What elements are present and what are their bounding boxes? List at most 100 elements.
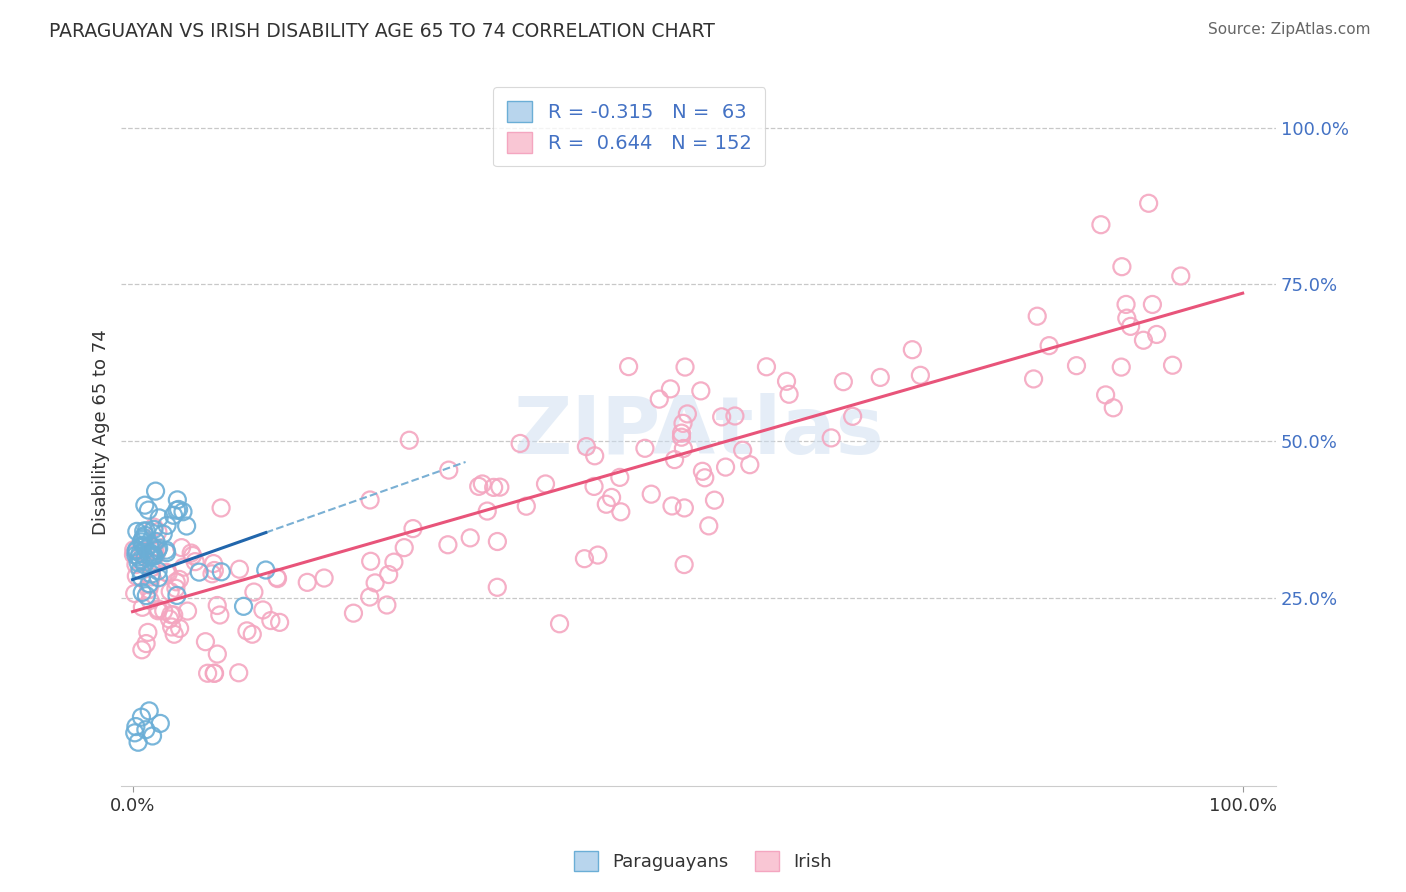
Point [159, 584, 181, 599]
Point [142, 540, 165, 554]
Point [437, 463, 460, 477]
Point [148, 571, 170, 585]
Point [146, 564, 169, 578]
Point [1094, 388, 1116, 402]
Point [703, 493, 725, 508]
Text: PARAGUAYAN VS IRISH DISABILITY AGE 65 TO 74 CORRELATION CHART: PARAGUAYAN VS IRISH DISABILITY AGE 65 TO… [49, 22, 716, 41]
Point [135, 524, 157, 538]
Point [673, 360, 696, 375]
Point [1090, 218, 1112, 232]
Point [755, 359, 778, 374]
Point [134, 558, 156, 572]
Point [1132, 333, 1154, 347]
Point [209, 565, 232, 579]
Point [138, 549, 160, 563]
Point [359, 493, 381, 508]
Point [202, 666, 225, 681]
Point [486, 580, 509, 594]
Point [131, 710, 153, 724]
Point [297, 575, 319, 590]
Point [176, 519, 198, 533]
Point [228, 562, 250, 576]
Point [207, 599, 229, 613]
Point [201, 566, 224, 581]
Point [266, 572, 288, 586]
Point [132, 524, 155, 538]
Point [143, 522, 166, 536]
Point [202, 564, 225, 578]
Point [693, 471, 716, 485]
Point [146, 543, 169, 558]
Point [141, 729, 163, 743]
Point [575, 440, 598, 454]
Point [1111, 260, 1133, 274]
Point [477, 504, 499, 518]
Point [131, 570, 153, 584]
Point [266, 570, 288, 584]
Point [1146, 327, 1168, 342]
Point [124, 726, 146, 740]
Point [148, 602, 170, 616]
Point [166, 589, 188, 603]
Point [146, 604, 169, 618]
Point [156, 518, 179, 533]
Point [176, 604, 198, 618]
Point [869, 370, 891, 384]
Legend: R = -0.315   N =  63, R =  0.644   N = 152: R = -0.315 N = 63, R = 0.644 N = 152 [494, 87, 765, 167]
Point [1102, 401, 1125, 415]
Point [134, 528, 156, 542]
Point [901, 343, 924, 357]
Point [134, 498, 156, 512]
Point [128, 550, 150, 565]
Point [1119, 319, 1142, 334]
Point [139, 556, 162, 570]
Point [202, 557, 225, 571]
Point [1142, 297, 1164, 311]
Point [148, 511, 170, 525]
Point [156, 546, 179, 560]
Point [159, 612, 181, 626]
Point [243, 585, 266, 599]
Point [155, 566, 177, 580]
Point [634, 442, 657, 456]
Point [139, 593, 162, 607]
Point [138, 704, 160, 718]
Point [135, 589, 157, 603]
Point [207, 647, 229, 661]
Point [375, 598, 398, 612]
Point [204, 666, 226, 681]
Point [731, 443, 754, 458]
Point [673, 500, 696, 515]
Point [482, 480, 505, 494]
Point [471, 477, 494, 491]
Point [131, 534, 153, 549]
Point [1137, 196, 1160, 211]
Point [163, 607, 186, 622]
Point [467, 479, 489, 493]
Point [166, 503, 188, 517]
Point [132, 530, 155, 544]
Point [131, 533, 153, 547]
Point [135, 637, 157, 651]
Point [160, 607, 183, 622]
Point [236, 624, 259, 638]
Point [142, 549, 165, 563]
Text: ZIPAtlas: ZIPAtlas [513, 392, 884, 471]
Point [269, 615, 291, 630]
Point [166, 492, 188, 507]
Point [131, 600, 153, 615]
Point [486, 534, 509, 549]
Point [149, 716, 172, 731]
Point [152, 604, 174, 618]
Point [515, 499, 537, 513]
Point [1022, 372, 1045, 386]
Point [617, 359, 640, 374]
Point [188, 565, 211, 579]
Point [152, 527, 174, 541]
Point [169, 621, 191, 635]
Point [1109, 360, 1132, 375]
Point [582, 479, 605, 493]
Point [671, 426, 693, 441]
Point [254, 563, 277, 577]
Point [724, 409, 747, 423]
